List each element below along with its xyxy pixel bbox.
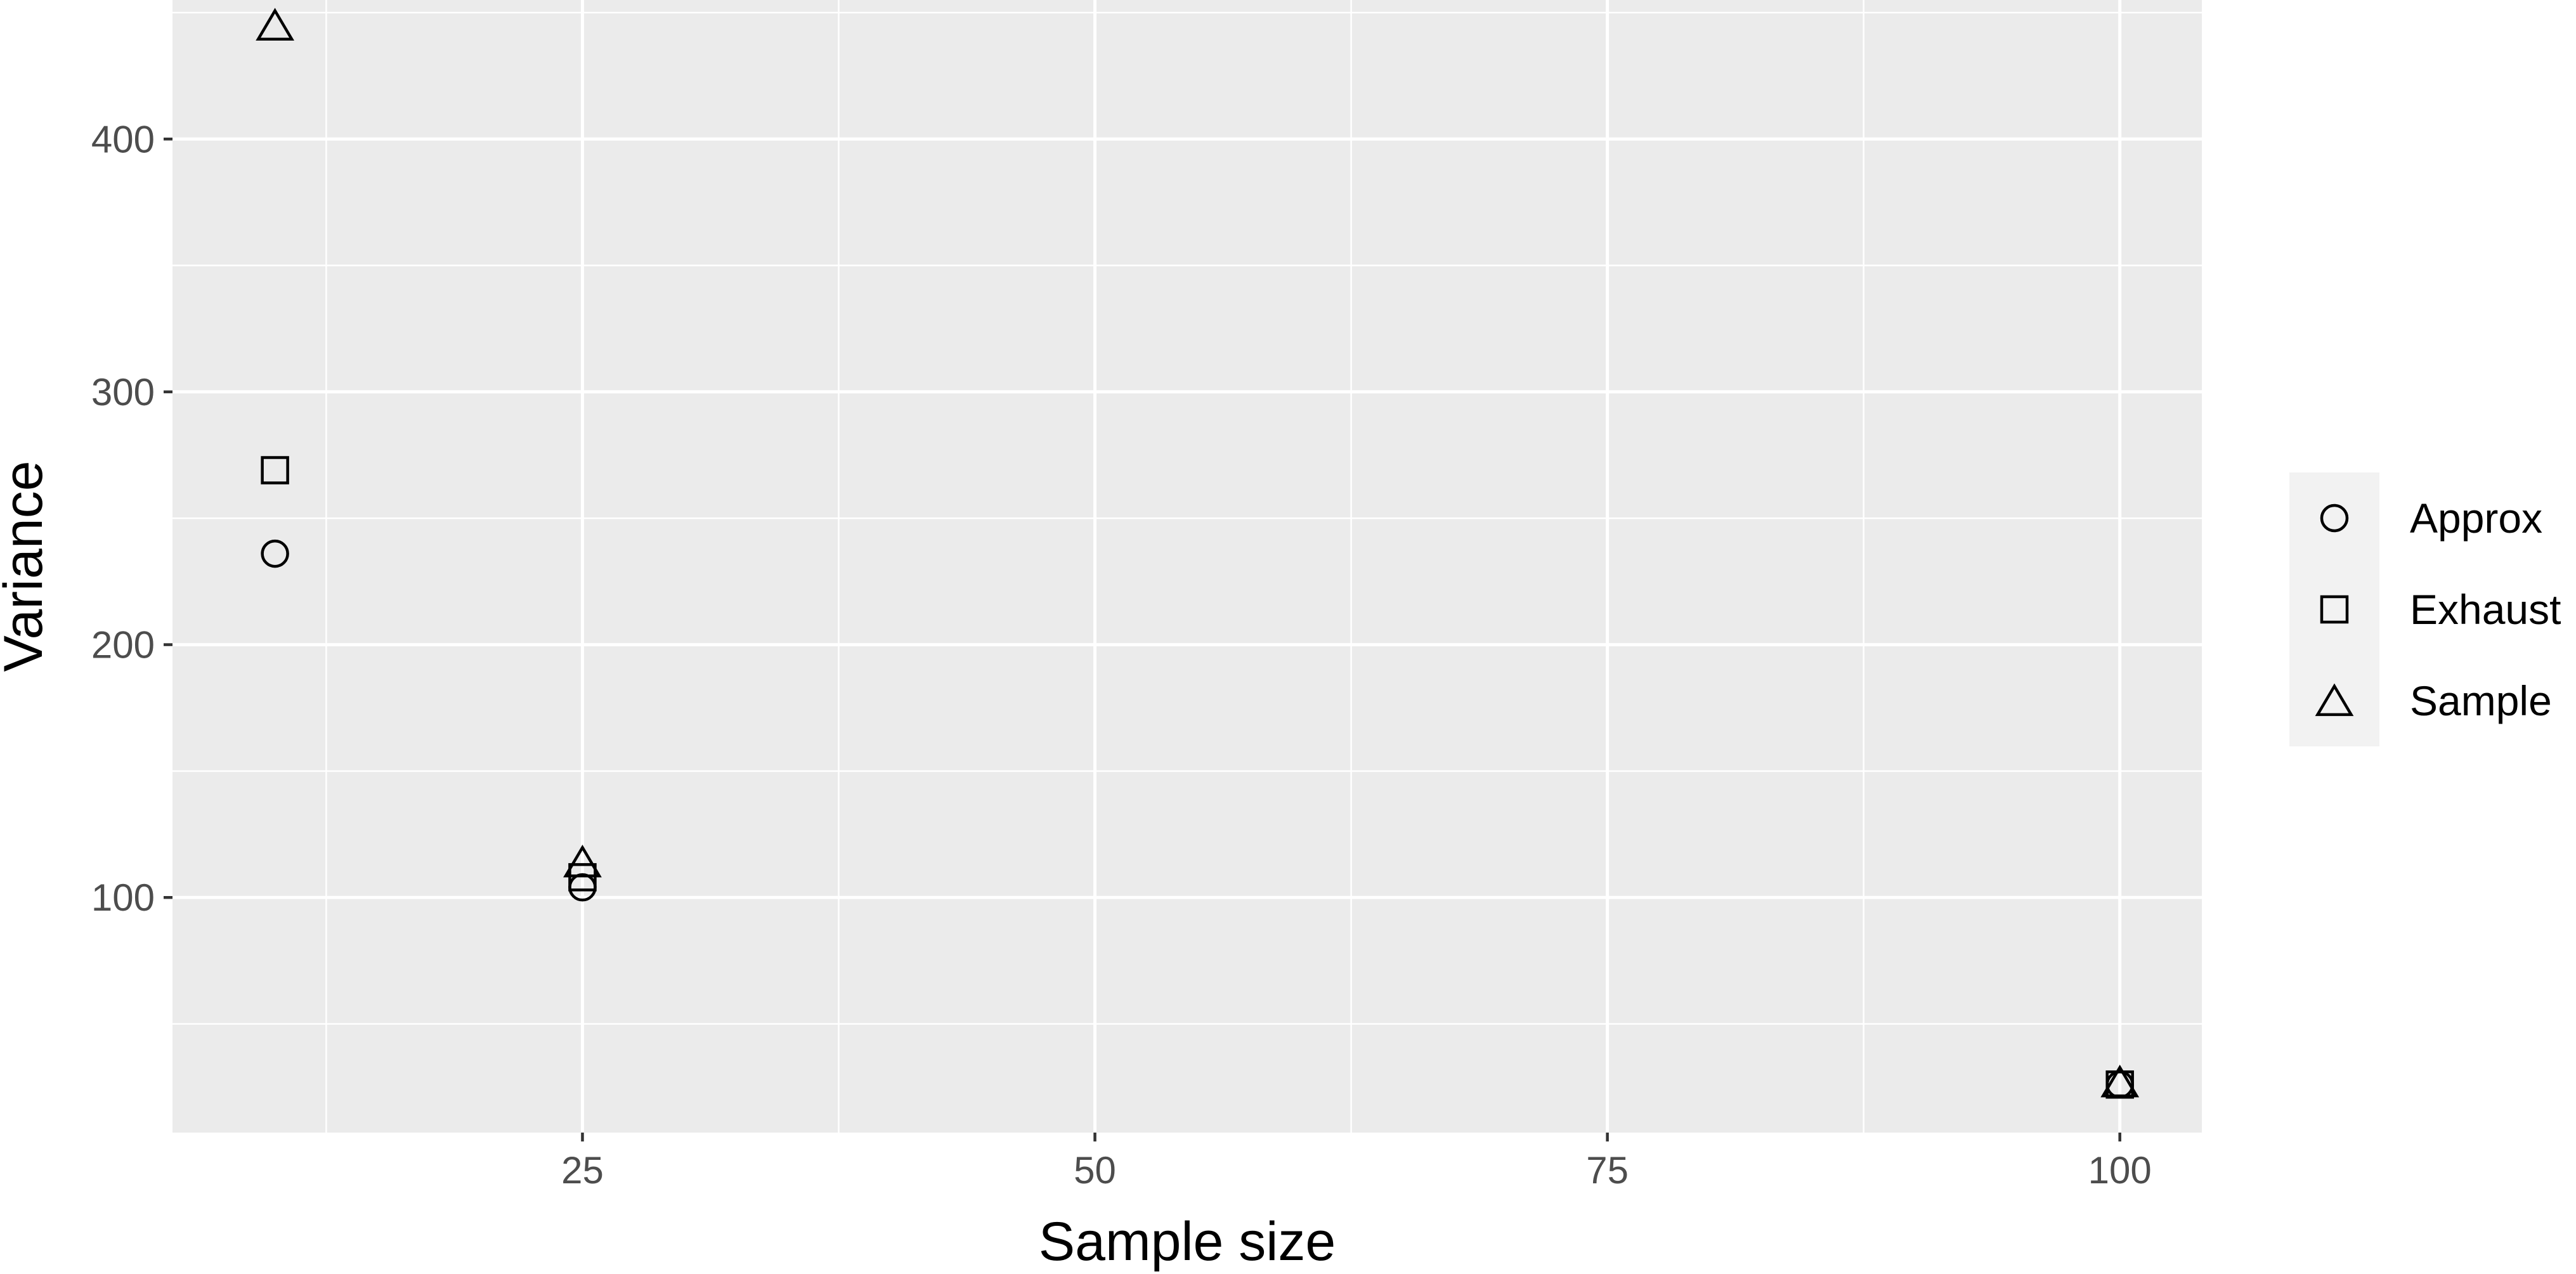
axis-ticks: 25 50 75 100 100 200 300 400 bbox=[91, 118, 2152, 1192]
legend-key-approx bbox=[2320, 504, 2349, 533]
legend-label-approx: Approx bbox=[2410, 495, 2542, 542]
legend-key-sample bbox=[2315, 683, 2354, 717]
y-tick-label: 400 bbox=[91, 118, 155, 160]
data-point-approx bbox=[261, 539, 289, 568]
data-point-exhaust bbox=[261, 456, 289, 484]
legend-key-exhaust bbox=[2320, 595, 2349, 624]
plot-panel bbox=[172, 0, 2202, 1133]
legend-key-background bbox=[2289, 472, 2379, 746]
legend-label-exhaust: Exhaust bbox=[2410, 586, 2561, 633]
data-point-sample bbox=[256, 8, 295, 41]
data-point-sample bbox=[563, 845, 602, 878]
legend-label-sample: Sample bbox=[2410, 677, 2552, 724]
data-point-sample bbox=[2100, 1064, 2140, 1098]
grid-major bbox=[172, 0, 2202, 1133]
y-axis-title: Variance bbox=[0, 460, 54, 672]
grid-minor bbox=[172, 0, 2202, 1133]
x-tick-label: 50 bbox=[1074, 1149, 1116, 1192]
legend: Approx Exhaust Sample bbox=[2289, 472, 2561, 746]
y-tick-label: 300 bbox=[91, 371, 155, 413]
data-points bbox=[256, 8, 2140, 1099]
x-tick-label: 100 bbox=[2088, 1149, 2152, 1192]
x-tick-label: 25 bbox=[561, 1149, 604, 1192]
y-tick-label: 200 bbox=[91, 624, 155, 666]
x-axis-title: Sample size bbox=[1039, 1211, 1336, 1272]
y-tick-label: 100 bbox=[91, 876, 155, 919]
x-tick-label: 75 bbox=[1586, 1149, 1629, 1192]
